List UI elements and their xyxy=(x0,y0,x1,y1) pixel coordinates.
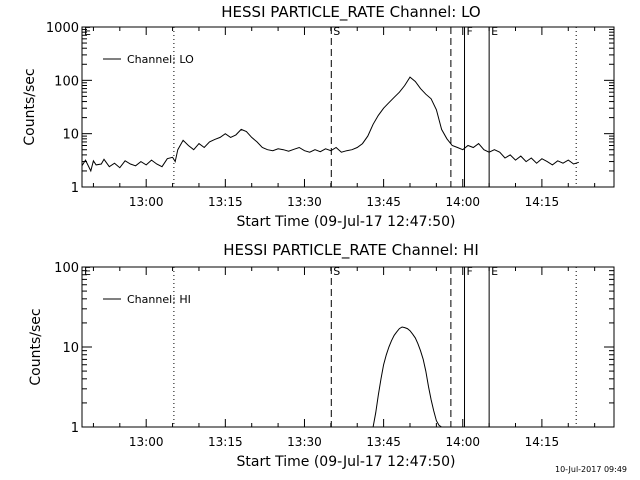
x-tick-label: 13:30 xyxy=(287,435,322,449)
x-tick-label: 13:15 xyxy=(208,195,243,209)
x-tick-label: 14:00 xyxy=(445,195,480,209)
hi-channel-panel: HESSI PARTICLE_RATE Channel: HI 13:00 13:… xyxy=(28,241,615,470)
hi-ylabel: Counts/sec xyxy=(28,308,44,385)
x-tick-label: 13:45 xyxy=(366,195,401,209)
hi-legend-label: Channel: HI xyxy=(127,293,191,306)
hi-plot-frame xyxy=(81,266,615,428)
edge-marker-label: E xyxy=(84,265,91,278)
event-marker-label: S xyxy=(333,25,340,38)
lo-legend-label: Channel: LO xyxy=(127,53,194,66)
event-marker-label: F xyxy=(467,25,473,38)
y-tick-label: 100 xyxy=(54,74,79,89)
lo-series-line xyxy=(81,76,579,173)
x-tick-label: 14:15 xyxy=(525,435,560,449)
lo-plot-frame xyxy=(81,26,615,188)
x-tick-label: 13:00 xyxy=(129,195,164,209)
event-marker-label: E xyxy=(491,265,498,278)
lo-xlabel: Start Time (09-Jul-17 12:47:50) xyxy=(236,214,455,230)
x-tick-label: 13:45 xyxy=(366,435,401,449)
hi-series-line xyxy=(372,326,442,428)
lo-chart-title: HESSI PARTICLE_RATE Channel: LO xyxy=(221,3,480,22)
x-tick-label: 13:00 xyxy=(129,435,164,449)
y-tick-label: 1 xyxy=(71,421,79,436)
hi-xlabel: Start Time (09-Jul-17 12:47:50) xyxy=(236,454,455,470)
edge-marker-label: E xyxy=(84,25,91,38)
timestamp: 10-Jul-2017 09:49 xyxy=(555,465,628,474)
y-tick-label: 100 xyxy=(54,261,79,276)
hi-event-lines: S F EE xyxy=(84,265,577,427)
x-tick-label: 14:00 xyxy=(445,435,480,449)
hi-axis-ticks: 13:00 13:15 13:30 13:45 14:00 14:15 1 10 100 xyxy=(54,261,614,449)
x-tick-label: 13:30 xyxy=(287,195,322,209)
lo-ylabel: Counts/sec xyxy=(22,68,38,145)
lo-axis-ticks: 13:00 13:15 13:30 13:45 14:00 14:15 1 10 100 1000 xyxy=(46,21,614,209)
hi-chart-title: HESSI PARTICLE_RATE Channel: HI xyxy=(223,241,479,260)
lo-event-lines: S F EE xyxy=(84,25,577,187)
lo-channel-panel: HESSI PARTICLE_RATE Channel: LO 13:00 13:… xyxy=(22,3,615,230)
x-tick-label: 13:15 xyxy=(208,435,243,449)
event-marker-label: F xyxy=(467,265,473,278)
y-tick-label: 10 xyxy=(62,128,79,143)
y-tick-label: 10 xyxy=(62,341,79,356)
event-marker-label: E xyxy=(491,25,498,38)
event-marker-label: S xyxy=(333,265,340,278)
y-tick-label: 1000 xyxy=(46,21,79,36)
x-tick-label: 14:15 xyxy=(525,195,560,209)
y-tick-label: 1 xyxy=(71,181,79,196)
